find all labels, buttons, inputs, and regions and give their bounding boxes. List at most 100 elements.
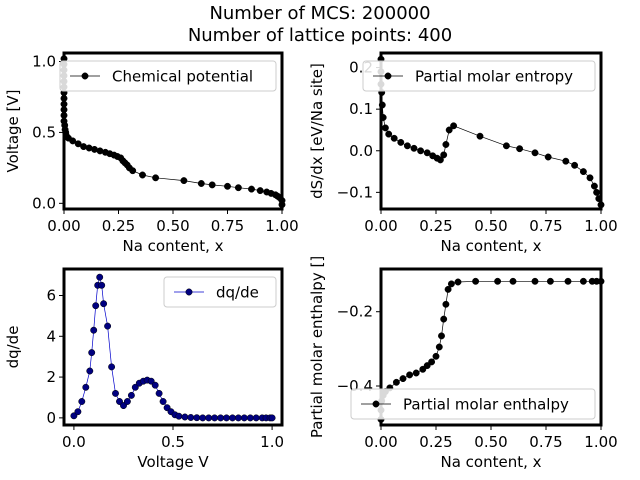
legend-marker <box>185 288 193 296</box>
data-point <box>423 149 431 157</box>
data-point <box>240 414 248 422</box>
data-point <box>90 326 98 334</box>
data-point <box>417 147 425 155</box>
partial-molar-entropy-chart: 0.00 0.25 0.50 0.75 1.00−0.10.00.10.2Na cont… <box>308 51 618 255</box>
data-point <box>392 378 400 386</box>
x-tick-label: 0.25 <box>419 217 452 235</box>
data-point <box>472 277 480 285</box>
data-point <box>440 151 448 159</box>
x-axis-label: Na content, x <box>122 237 223 255</box>
data-point <box>494 277 502 285</box>
data-point <box>70 412 78 420</box>
data-point <box>593 188 601 196</box>
data-point <box>579 168 587 176</box>
data-point <box>211 414 219 422</box>
x-tick-label: 0.00 <box>47 217 80 235</box>
x-tick-label: 1.0 <box>260 433 284 451</box>
data-point <box>562 157 570 165</box>
legend-marker <box>372 400 380 408</box>
data-point <box>123 398 131 405</box>
data-point <box>440 315 448 323</box>
legend-box <box>163 276 277 308</box>
data-point <box>139 171 146 179</box>
data-point <box>419 365 427 373</box>
y-tick-label: 6 <box>46 287 56 305</box>
data-point <box>447 280 455 288</box>
data-point <box>205 414 213 422</box>
data-point <box>252 414 260 422</box>
y-tick-label: 0.5 <box>32 123 56 141</box>
data-point <box>268 414 276 422</box>
data-point <box>435 343 443 351</box>
data-point <box>406 371 414 379</box>
legend-box <box>362 60 596 92</box>
legend-label: Partial molar entropy <box>415 68 573 86</box>
data-point <box>199 414 207 422</box>
data-point <box>208 181 216 189</box>
plot-frame <box>62 267 284 427</box>
data-point <box>579 277 587 285</box>
x-tick-label: 1.00 <box>584 433 617 451</box>
data-point <box>151 381 159 389</box>
data-point <box>546 277 554 285</box>
data-point <box>436 156 444 164</box>
y-tick-label: 2 <box>46 368 56 386</box>
data-point <box>98 281 106 289</box>
data-point <box>403 142 411 150</box>
data-point <box>399 375 407 383</box>
data-point <box>78 398 86 405</box>
data-point <box>92 302 100 310</box>
y-axis-label: dq/de <box>4 326 22 369</box>
x-tick-label: 0.00 <box>364 433 397 451</box>
data-point <box>96 273 104 281</box>
data-point <box>152 174 160 182</box>
data-point <box>571 161 579 169</box>
data-point <box>197 180 205 187</box>
x-axis-label: Voltage V <box>137 453 209 471</box>
data-point <box>438 332 445 340</box>
legend: Partial molar entropy <box>362 60 596 92</box>
data-point <box>224 182 231 190</box>
data-point <box>509 277 517 285</box>
x-tick-label: 0.00 <box>364 217 397 235</box>
x-tick-label: 0.75 <box>529 433 562 451</box>
data-point <box>127 391 135 399</box>
legend: dq/de <box>163 276 277 308</box>
data-point <box>442 300 450 308</box>
data-point <box>381 124 389 132</box>
y-tick-label: 4 <box>46 327 56 345</box>
plot-frame <box>62 51 284 211</box>
data-point <box>74 140 82 148</box>
figure-title-line1: Number of MCS: 200000 <box>209 3 430 24</box>
data-point <box>442 141 450 148</box>
data-point <box>223 414 230 422</box>
x-tick-label: 1.00 <box>265 217 298 235</box>
legend-label: Chemical potential <box>112 68 253 86</box>
data-point <box>531 277 539 285</box>
data-point <box>502 142 510 150</box>
y-axis-label: dS/dx [eV/Na site] <box>308 63 326 199</box>
y-tick-label: −0.2 <box>337 303 373 321</box>
plot-frame <box>379 51 603 211</box>
data-point <box>217 414 225 422</box>
data-point <box>86 367 94 375</box>
x-tick-label: 0.25 <box>419 433 452 451</box>
x-axis-label: Na content, x <box>440 237 541 255</box>
x-tick-label: 0.0 <box>62 433 86 451</box>
legend-box <box>350 388 596 420</box>
x-tick-label: 0.5 <box>161 433 185 451</box>
data-point <box>385 130 393 138</box>
data-point <box>104 322 112 330</box>
dqde-chart: 0.0 0.5 1.0 0 2 4 6 Voltage V dq/de dq/de <box>4 267 284 471</box>
legend-label: dq/de <box>216 284 259 302</box>
data-point <box>181 413 189 421</box>
x-tick-label: 0.50 <box>474 217 507 235</box>
data-point <box>586 174 594 182</box>
x-tick-label: 0.25 <box>102 217 135 235</box>
data-point <box>423 362 431 370</box>
data-point <box>432 352 440 360</box>
y-axis-label: Voltage [V] <box>4 90 22 173</box>
data-point <box>100 300 108 308</box>
data-point <box>476 132 484 140</box>
